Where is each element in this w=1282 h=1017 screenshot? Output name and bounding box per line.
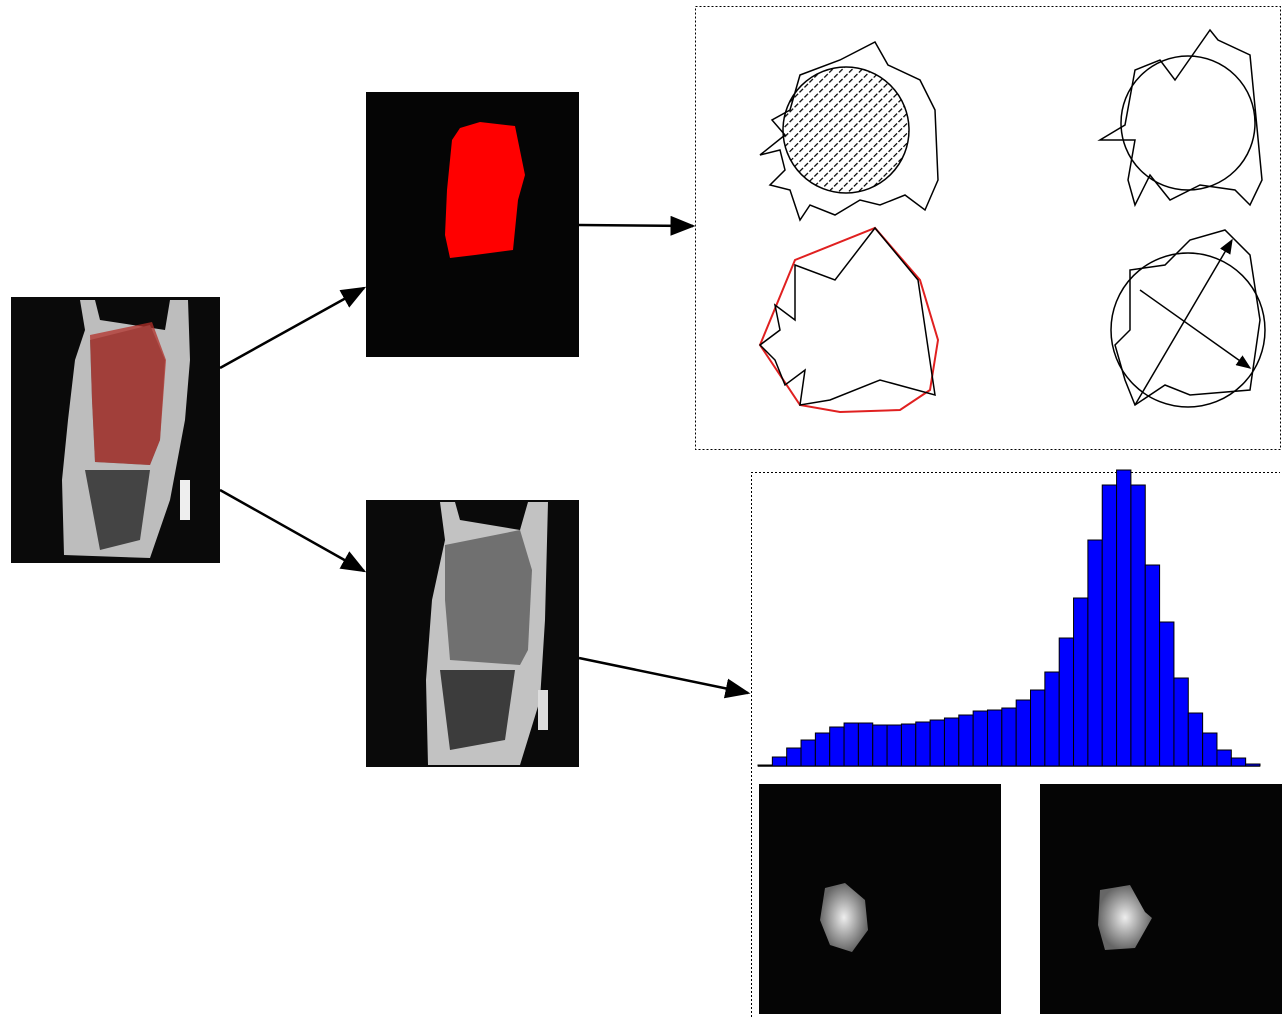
histogram-bar	[1088, 540, 1102, 766]
histogram-bar	[887, 725, 901, 766]
histogram-bar	[1102, 485, 1116, 766]
histogram-bar	[873, 725, 887, 766]
histogram-bar	[758, 765, 772, 766]
histogram-bar	[1031, 690, 1045, 766]
histogram-bar	[858, 723, 872, 766]
histogram-bar	[801, 740, 815, 766]
histogram-bar	[959, 715, 973, 766]
histogram-bar	[1016, 700, 1030, 766]
histogram-bar	[1231, 758, 1245, 766]
mask-image	[366, 92, 579, 357]
histogram-bar	[844, 723, 858, 766]
histogram-bar	[1203, 733, 1217, 766]
diagram	[0, 0, 1282, 1017]
histogram-bar	[1002, 708, 1016, 766]
histogram-bar	[772, 757, 786, 766]
histogram-bar	[1074, 598, 1088, 766]
histogram-bar	[1188, 713, 1202, 766]
histogram-bar	[973, 711, 987, 766]
texture-maps	[759, 784, 1282, 1014]
shape-features-box	[696, 7, 1281, 450]
histogram-bar	[1059, 638, 1073, 766]
histogram-bar	[901, 724, 915, 766]
mri-overlay-image	[11, 297, 220, 563]
mri-image	[366, 500, 579, 767]
histogram-bar	[1117, 470, 1131, 766]
histogram-bar	[1246, 764, 1260, 766]
histogram-bar	[815, 733, 829, 766]
histogram-bar	[1045, 672, 1059, 766]
histogram-bar	[830, 727, 844, 766]
histogram-bar	[1174, 678, 1188, 766]
histogram-bar	[987, 710, 1001, 766]
histogram-bar	[930, 720, 944, 766]
histogram-bar	[1145, 565, 1159, 766]
histogram-bar	[944, 718, 958, 766]
histogram-bar	[1217, 750, 1231, 766]
histogram-bar	[1131, 485, 1145, 766]
histogram-bar	[916, 722, 930, 766]
histogram-bar	[787, 748, 801, 766]
histogram-bar	[1160, 622, 1174, 766]
